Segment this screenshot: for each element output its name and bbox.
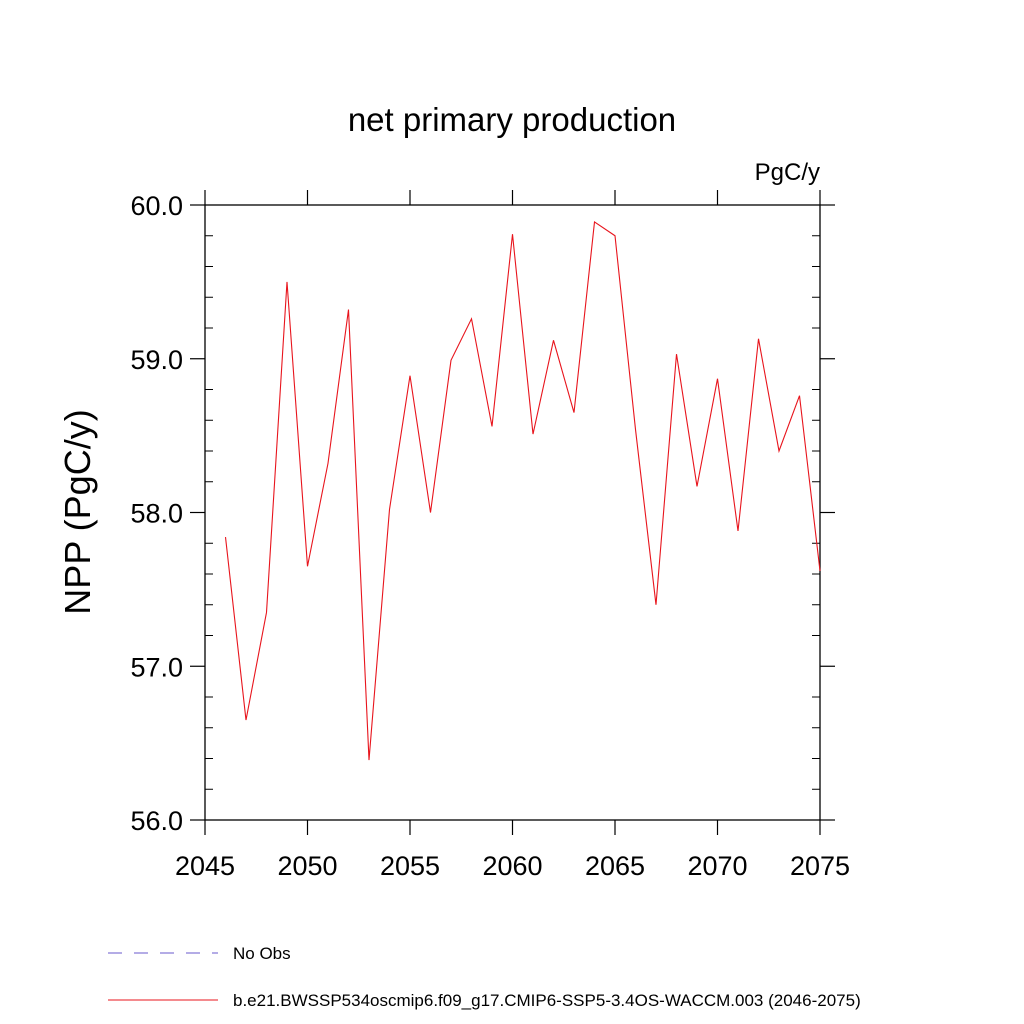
y-tick-label: 57.0 <box>130 652 183 682</box>
plot-area <box>190 190 835 835</box>
series-line <box>224 220 821 761</box>
y-tick-labels: 56.0 57.0 58.0 59.0 60.0 <box>130 191 183 836</box>
x-tick-label: 2075 <box>790 851 850 881</box>
y-tick-label: 60.0 <box>130 191 183 221</box>
y-tick-label: 59.0 <box>130 345 183 375</box>
y-axis-label: NPP (PgC/y) <box>57 409 98 614</box>
legend-label-model: b.e21.BWSSP534oscmip6.f09_g17.CMIP6-SSP5… <box>233 991 861 1010</box>
legend: No Obs b.e21.BWSSP534oscmip6.f09_g17.CMI… <box>108 944 861 1010</box>
x-tick-labels: 2045 2050 2055 2060 2065 2070 2075 <box>175 851 850 881</box>
series-layer <box>224 220 821 761</box>
axis-ticks <box>190 190 835 835</box>
y-tick-label: 58.0 <box>130 499 183 529</box>
x-tick-label: 2070 <box>687 851 747 881</box>
chart-title: net primary production <box>348 101 676 138</box>
x-tick-label: 2050 <box>277 851 337 881</box>
y-tick-label: 56.0 <box>130 806 183 836</box>
x-tick-label: 2065 <box>585 851 645 881</box>
x-tick-label: 2060 <box>482 851 542 881</box>
x-tick-label: 2045 <box>175 851 235 881</box>
x-tick-label: 2055 <box>380 851 440 881</box>
units-label: PgC/y <box>755 159 820 186</box>
legend-label-no-obs: No Obs <box>233 944 291 963</box>
plot-frame <box>204 204 821 821</box>
